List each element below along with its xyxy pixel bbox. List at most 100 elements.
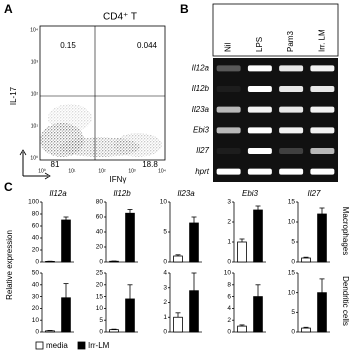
error-bar xyxy=(191,272,197,291)
error-bar xyxy=(303,326,309,329)
bar xyxy=(125,298,135,333)
gel-band xyxy=(247,65,272,72)
arrow-head xyxy=(44,172,51,180)
gel-band xyxy=(247,148,272,154)
y-tick-label: 10² xyxy=(31,91,39,97)
y-tick-label: 10⁰ xyxy=(30,155,38,161)
gel-band xyxy=(279,86,304,92)
error-bar xyxy=(175,312,181,318)
y-tick-label: 40 xyxy=(32,235,40,242)
y-tick-label: 40 xyxy=(32,282,40,289)
gel-band xyxy=(247,168,272,175)
y-tick-label: 15 xyxy=(96,293,104,300)
lane-label: Irr. LM xyxy=(317,29,326,52)
y-tick-label: 10 xyxy=(288,219,296,226)
lane-label: Pam3 xyxy=(286,31,295,52)
quadrant-value: 0.15 xyxy=(60,41,76,50)
chart-title: Il27 xyxy=(308,189,321,198)
y-tick-label: 10 xyxy=(224,270,232,277)
bar xyxy=(125,212,135,263)
bar xyxy=(253,296,263,333)
y-tick-label: 80 xyxy=(32,211,40,218)
bar xyxy=(237,325,247,333)
gel-band xyxy=(216,86,241,92)
chart-title: Il12b xyxy=(113,189,131,198)
y-tick-label: 5 xyxy=(291,309,295,316)
y-tick-label: 60 xyxy=(32,223,40,230)
legend: media Irr-LM xyxy=(35,341,110,350)
y-tick-label: 10 xyxy=(288,289,296,296)
cell-cloud xyxy=(114,133,162,157)
y-tick-label: 1 xyxy=(227,239,231,246)
y-tick-label: 100 xyxy=(28,199,39,206)
error-bar xyxy=(319,278,325,293)
y-tick-label: 5 xyxy=(291,239,295,246)
y-tick-label: 10 xyxy=(96,305,104,312)
y-tick-label: 0 xyxy=(99,329,103,336)
gel-band xyxy=(216,106,241,113)
gene-label: hprt xyxy=(195,167,210,176)
lane-label: LPS xyxy=(255,37,264,52)
y-tick-label: 10⁴ xyxy=(30,27,38,33)
bar-charts: 020406080100Il12a020406080Il12b0510Il23a… xyxy=(28,189,330,336)
error-bar xyxy=(303,256,309,258)
error-bar xyxy=(175,254,181,256)
x-tick-label: 10³ xyxy=(128,168,136,174)
gel-band xyxy=(216,168,241,175)
y-tick-label: 40 xyxy=(96,229,104,236)
y-tick-label: 0 xyxy=(227,329,231,336)
axis-label: Relative expression xyxy=(5,230,14,300)
y-tick-label: 30 xyxy=(32,293,40,300)
y-tick-label: 5 xyxy=(99,317,103,324)
bar xyxy=(301,327,311,333)
legend-swatch xyxy=(35,341,44,350)
bar xyxy=(61,297,71,333)
x-tick-label: 10² xyxy=(98,168,106,174)
error-bar xyxy=(127,284,133,299)
y-tick-label: 0 xyxy=(227,259,231,266)
bar xyxy=(109,329,119,333)
error-bar xyxy=(319,207,325,214)
y-tick-label: 5 xyxy=(163,229,167,236)
legend-label: media xyxy=(46,341,68,350)
bar xyxy=(173,255,183,263)
axis-label: IFNγ xyxy=(110,175,127,184)
chart-title: Ebi3 xyxy=(242,189,259,198)
bar xyxy=(317,292,327,333)
gel-band xyxy=(279,127,304,134)
quadrant-value: 18.8 xyxy=(142,160,158,169)
y-tick-label: 8 xyxy=(227,282,231,289)
y-tick-label: 80 xyxy=(96,199,104,206)
y-tick-label: 20 xyxy=(32,305,40,312)
gel-band xyxy=(279,65,304,72)
row-label: Macrophages xyxy=(341,207,350,255)
error-bar xyxy=(255,205,261,210)
lane-label: Nil xyxy=(224,42,233,52)
y-tick-label: 20 xyxy=(96,282,104,289)
gene-label: Il12a xyxy=(192,63,210,72)
y-tick-label: 2 xyxy=(227,317,231,324)
gene-label: Il12b xyxy=(192,84,210,93)
gel-band xyxy=(310,106,335,113)
y-tick-label: 4 xyxy=(163,270,167,277)
cell-cloud xyxy=(48,104,92,132)
gel-band xyxy=(310,148,335,154)
quadrant-value: 81 xyxy=(51,160,60,169)
panel-letter: C xyxy=(4,180,13,194)
gel-band xyxy=(216,148,241,154)
panel-letter: A xyxy=(4,2,13,16)
gel-image xyxy=(213,58,338,182)
error-bar xyxy=(63,216,69,220)
error-bar xyxy=(191,216,197,223)
y-tick-label: 10 xyxy=(160,199,168,206)
gel xyxy=(213,58,338,182)
y-tick-label: 60 xyxy=(96,214,104,221)
chart-title: Il23a xyxy=(177,189,195,198)
gel-band xyxy=(216,65,241,72)
y-tick-label: 4 xyxy=(227,305,231,312)
y-tick-label: 15 xyxy=(288,270,296,277)
gel-band xyxy=(247,106,272,113)
x-tick-label: 10⁴ xyxy=(158,168,166,174)
y-tick-label: 0 xyxy=(291,329,295,336)
